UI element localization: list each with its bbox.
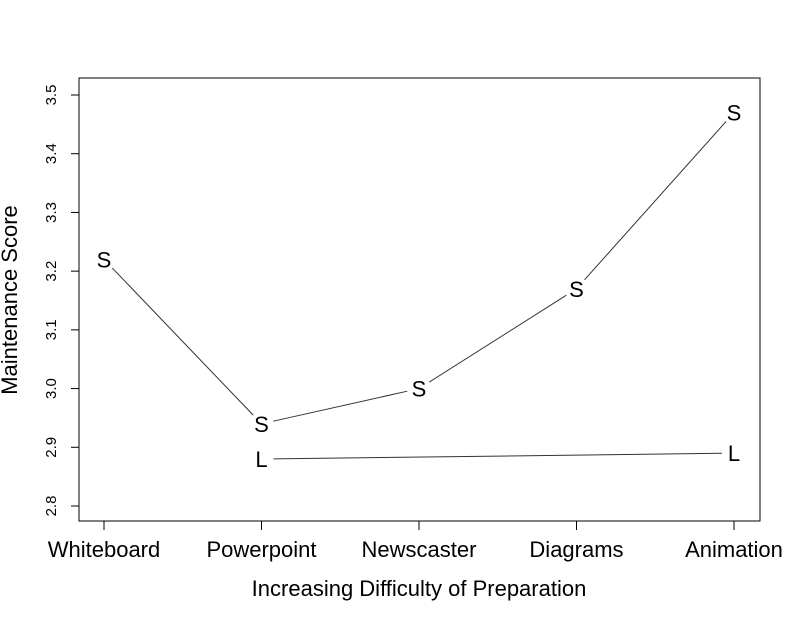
y-tick-label: 3.0 xyxy=(43,378,60,399)
series-line-segment xyxy=(273,390,408,422)
series-line-segment xyxy=(428,294,567,383)
data-point-marker: S xyxy=(727,101,742,126)
x-tick-label: Animation xyxy=(685,537,783,562)
series-s: S S S S S xyxy=(97,101,742,437)
y-axis-title: Maintenance Score xyxy=(0,205,22,395)
y-tick-label: 2.8 xyxy=(43,496,60,517)
y-tick-label: 2.9 xyxy=(43,437,60,458)
x-tick-label: Whiteboard xyxy=(48,537,161,562)
data-point-marker: S xyxy=(412,377,427,402)
x-axis-title: Increasing Difficulty of Preparation xyxy=(252,576,587,601)
x-tick-label: Newscaster xyxy=(362,537,477,562)
data-point-marker: S xyxy=(569,277,584,302)
x-tick-label: Powerpoint xyxy=(206,537,316,562)
series-line-segment xyxy=(584,121,727,281)
data-point-marker: L xyxy=(255,447,267,472)
y-tick-label: 3.1 xyxy=(43,319,60,340)
x-tick-label: Diagrams xyxy=(529,537,623,562)
y-tick-label: 3.5 xyxy=(43,85,60,106)
y-axis: 2.8 2.9 3.0 3.1 3.2 3.3 3.4 3.5 xyxy=(43,85,80,517)
series-line-segment xyxy=(273,452,723,460)
data-point-marker: S xyxy=(254,412,269,437)
y-tick-label: 3.2 xyxy=(43,261,60,282)
series-line-segment xyxy=(111,267,254,416)
x-axis: Whiteboard Powerpoint Newscaster Diagrams An… xyxy=(48,520,783,562)
data-point-marker: L xyxy=(728,441,740,466)
y-tick-label: 3.3 xyxy=(43,202,60,223)
data-point-marker: S xyxy=(97,247,112,272)
y-tick-label: 3.4 xyxy=(43,143,60,164)
